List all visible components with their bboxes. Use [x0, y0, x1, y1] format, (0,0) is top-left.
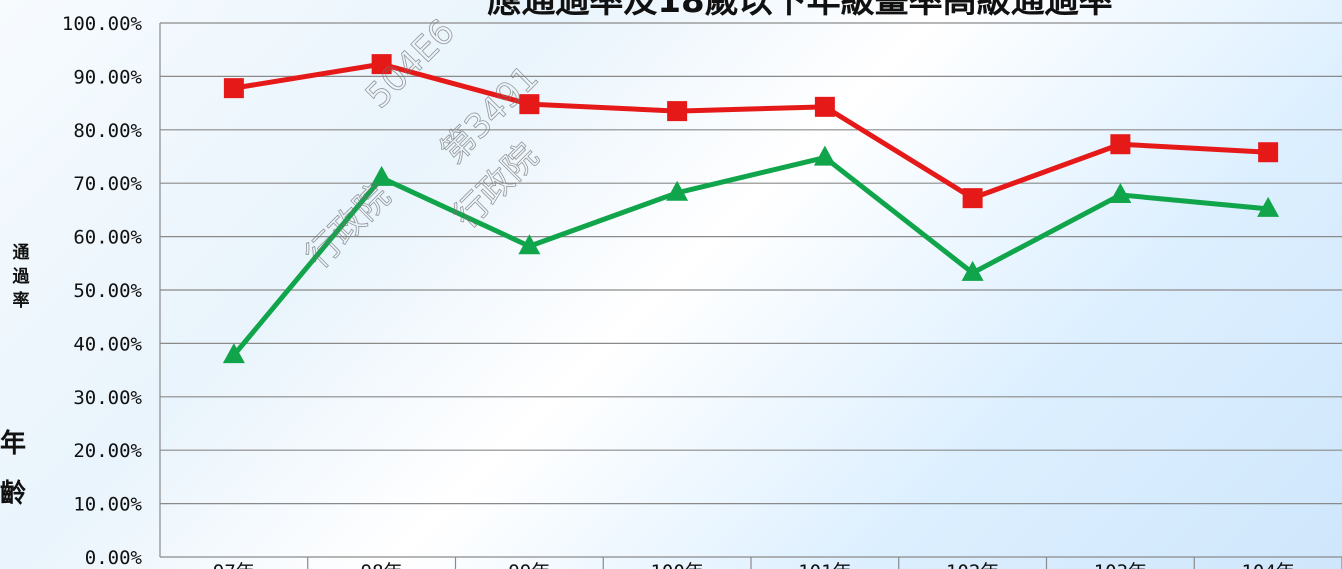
y-tick-label: 10.00%	[73, 494, 142, 516]
data-point-square	[814, 96, 835, 117]
data-point-triangle	[370, 165, 393, 186]
data-point-square	[1110, 134, 1131, 155]
side-text-1: 年	[0, 428, 26, 459]
data-point-square	[519, 94, 540, 115]
x-tick-label: 97年	[213, 561, 255, 569]
x-tick-label: 103年	[1094, 561, 1147, 569]
data-point-triangle	[961, 260, 984, 281]
data-point-square	[223, 78, 244, 99]
y-tick-label: 50.00%	[73, 280, 142, 302]
y-tick-label: 60.00%	[73, 227, 142, 249]
x-axis-ticks: 97年 98年 99年 100年 101年 102年 103年 104年	[213, 561, 1295, 569]
y-tick-label: 40.00%	[73, 333, 142, 355]
data-point-square	[371, 54, 392, 75]
data-point-triangle	[666, 180, 689, 201]
grid-lines	[159, 22, 1342, 569]
data-point-square	[667, 101, 688, 122]
x-tick-label: 104年	[1241, 561, 1294, 569]
data-point-triangle	[222, 343, 245, 364]
series-group	[222, 54, 1280, 364]
chart-title: 應通過率及18歲以下年級畫率高級通過率	[487, 0, 1112, 21]
data-point-triangle	[813, 145, 836, 166]
data-point-square	[962, 188, 983, 209]
y-tick-label: 80.00%	[73, 120, 142, 142]
y-tick-label: 30.00%	[73, 387, 142, 409]
data-point-square	[1258, 142, 1279, 163]
x-tick-label: 98年	[361, 561, 403, 569]
side-text-2: 齡	[0, 479, 26, 509]
y-tick-label: 90.00%	[73, 66, 142, 88]
data-point-triangle	[1257, 196, 1280, 217]
y-tick-label: 0.00%	[85, 547, 143, 569]
y-axis-ticks: 0.00% 10.00% 20.00% 30.00% 40.00% 50.00% 60.00…	[62, 13, 143, 569]
data-point-triangle	[1109, 182, 1132, 203]
y-tick-label: 20.00%	[73, 440, 142, 462]
x-tick-label: 101年	[798, 561, 851, 569]
series-line-2	[231, 155, 1269, 357]
x-tick-label: 99年	[508, 561, 550, 569]
y-axis-label: 通過率	[13, 243, 31, 311]
watermark-text-3: 行政院	[298, 176, 398, 276]
y-tick-label: 70.00%	[73, 173, 142, 195]
x-tick-label: 100年	[650, 561, 703, 569]
data-point-triangle	[518, 234, 541, 255]
y-tick-label: 100.00%	[62, 13, 143, 35]
series-line-1	[233, 61, 1269, 201]
x-tick-label: 102年	[946, 561, 999, 569]
